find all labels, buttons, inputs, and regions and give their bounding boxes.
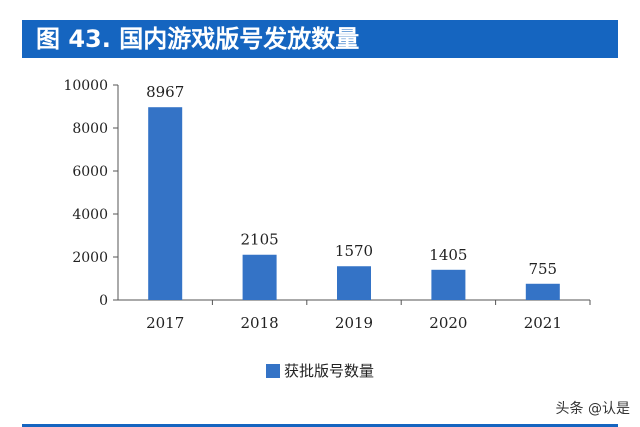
y-tick-label: 2000 <box>72 250 108 266</box>
x-tick-label-2021: 2021 <box>524 314 562 332</box>
y-tick-label: 4000 <box>72 207 108 223</box>
bar-2018 <box>242 254 277 300</box>
bottom-rule <box>22 424 618 427</box>
legend-label: 获批版号数量 <box>283 362 374 380</box>
legend-swatch <box>265 364 280 378</box>
x-tick-label-2020: 2020 <box>429 314 467 332</box>
y-tick-label: 8000 <box>72 121 108 137</box>
y-tick-label: 10000 <box>63 78 108 94</box>
x-tick-label-2017: 2017 <box>146 314 184 332</box>
watermark: 头条 @认是 <box>555 401 630 417</box>
x-tick-label-2018: 2018 <box>241 314 279 332</box>
legend: 获批版号数量 <box>0 360 640 381</box>
chart-area: 0 2000 4000 6000 8000 10000 8967 2017 2105 2018 15… <box>0 60 640 360</box>
figure-title: 图 43. 国内游戏版号发放数量 <box>22 20 618 58</box>
data-label-2020: 1405 <box>429 246 467 264</box>
data-label-2021: 755 <box>528 260 557 278</box>
x-tick-label-2019: 2019 <box>335 314 373 332</box>
data-label-2019: 1570 <box>335 242 373 260</box>
data-label-2017: 8967 <box>146 83 184 101</box>
y-tick-label: 0 <box>99 293 108 309</box>
data-label-2018: 2105 <box>241 231 279 249</box>
bar-2019 <box>337 266 371 300</box>
bar-2021 <box>525 283 560 300</box>
bar-2020 <box>431 269 466 300</box>
bar-chart: 0 2000 4000 6000 8000 10000 8967 2017 2105 2018 15… <box>63 78 591 332</box>
bar-2017 <box>148 107 183 300</box>
y-tick-label: 6000 <box>72 164 108 180</box>
